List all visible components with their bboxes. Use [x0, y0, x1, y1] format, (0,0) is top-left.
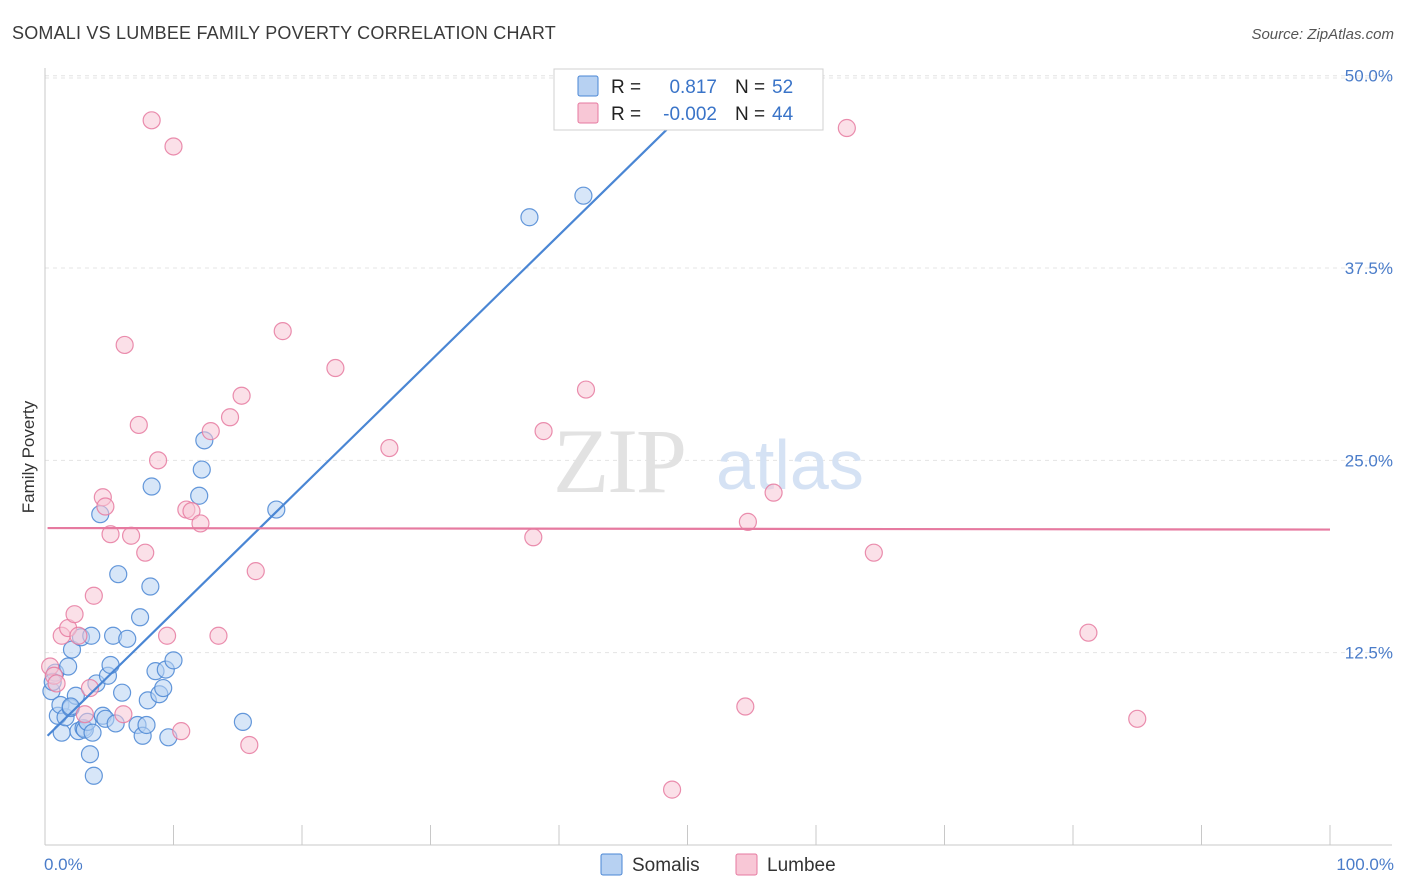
gridlines: [45, 75, 1392, 654]
point-somalis: [141, 577, 160, 596]
point-lumbee: [182, 502, 201, 521]
point-lumbee: [201, 422, 220, 441]
point-lumbee: [864, 543, 883, 562]
point-somalis: [520, 208, 539, 227]
point-somalis: [112, 683, 132, 702]
y-tick-label: 12.5%: [1345, 644, 1393, 663]
legend-r-value-lumbee: -0.002: [663, 104, 717, 125]
point-lumbee: [75, 705, 94, 724]
chart-source: Source: ZipAtlas.com: [1251, 26, 1394, 43]
point-somalis: [137, 715, 156, 735]
x-axis-ticks: [173, 825, 1331, 845]
point-somalis: [83, 723, 102, 742]
x-tick-label-min: 0.0%: [44, 855, 83, 874]
point-lumbee: [1128, 709, 1147, 728]
bottom-legend-label-lumbee: Lumbee: [767, 855, 836, 876]
point-lumbee: [115, 335, 134, 355]
point-somalis: [101, 655, 120, 675]
point-somalis: [130, 608, 150, 627]
legend-swatch-lumbee: [577, 102, 599, 124]
point-lumbee: [136, 543, 155, 562]
point-lumbee: [80, 678, 100, 698]
point-lumbee: [273, 322, 292, 341]
point-somalis: [61, 697, 80, 716]
watermark-zip: ZIP: [553, 410, 685, 512]
legend-r-label-lumbee: R =: [611, 104, 641, 125]
legend-n-label-somalis: N =: [735, 77, 765, 98]
point-somalis: [118, 629, 137, 648]
point-somalis: [84, 766, 103, 785]
point-somalis: [109, 565, 128, 584]
point-lumbee: [114, 705, 133, 724]
point-somalis: [142, 477, 161, 496]
point-lumbee: [764, 483, 783, 502]
point-somalis: [192, 460, 211, 479]
y-axis-tick-labels: 12.5% 25.0% 37.5% 50.0%: [1345, 67, 1393, 663]
point-somalis: [233, 712, 252, 732]
y-tick-label: 50.0%: [1345, 67, 1393, 86]
chart-title: SOMALI VS LUMBEE FAMILY POVERTY CORRELAT…: [12, 23, 556, 43]
watermark-atlas: atlas: [716, 426, 864, 504]
legend-box: [553, 68, 824, 131]
point-lumbee: [576, 380, 596, 399]
point-lumbee: [69, 626, 88, 645]
point-lumbee: [1079, 623, 1098, 642]
point-lumbee: [84, 586, 103, 605]
bottom-legend-label-somalis: Somalis: [632, 855, 700, 876]
legend-swatch-somalis: [577, 75, 599, 97]
y-tick-label: 25.0%: [1345, 451, 1393, 470]
point-lumbee: [736, 697, 755, 716]
point-lumbee: [380, 438, 399, 458]
point-lumbee: [142, 111, 161, 130]
point-somalis: [267, 500, 286, 519]
point-somalis: [190, 486, 209, 505]
point-lumbee: [47, 674, 66, 693]
bottom-legend-swatch-somalis: [600, 853, 623, 876]
legend-n-label-lumbee: N =: [735, 104, 765, 125]
point-lumbee: [209, 626, 228, 645]
point-lumbee: [129, 415, 148, 435]
data-points: [41, 111, 1147, 799]
legend-n-value-lumbee: 44: [772, 104, 794, 125]
x-tick-label-max: 100.0%: [1336, 855, 1394, 874]
point-lumbee: [101, 525, 120, 544]
point-lumbee: [157, 626, 177, 645]
point-lumbee: [172, 722, 191, 741]
point-lumbee: [96, 497, 115, 516]
point-lumbee: [65, 605, 84, 624]
bottom-legend-swatch-lumbee: [735, 853, 758, 876]
point-somalis: [164, 651, 183, 670]
y-axis-label: Family Poverty: [19, 400, 38, 513]
y-tick-label: 37.5%: [1345, 259, 1393, 278]
point-lumbee: [534, 422, 553, 441]
point-lumbee: [148, 451, 168, 470]
point-somalis: [59, 657, 78, 676]
point-lumbee: [240, 735, 259, 755]
trend-line-somalis: [46, 121, 676, 737]
point-lumbee: [232, 386, 251, 405]
legend-r-value-somalis: 0.817: [669, 77, 717, 98]
point-somalis: [574, 186, 593, 205]
point-lumbee: [738, 512, 757, 531]
point-lumbee: [121, 526, 141, 545]
point-lumbee: [524, 528, 543, 547]
series-legend: Somalis Lumbee: [600, 853, 836, 876]
trend-lines: [46, 121, 1331, 737]
point-lumbee: [662, 780, 682, 799]
trend-line-lumbee: [47, 526, 1331, 531]
point-lumbee: [837, 118, 856, 138]
correlation-legend: R = 0.817 N = 52 R = -0.002 N = 44: [553, 68, 824, 131]
legend-r-label-somalis: R =: [611, 77, 641, 98]
point-lumbee: [246, 562, 265, 581]
point-lumbee: [326, 358, 345, 378]
point-somalis: [80, 745, 100, 764]
point-somalis: [154, 678, 173, 698]
point-lumbee: [191, 514, 210, 533]
point-lumbee: [164, 137, 183, 156]
point-lumbee: [220, 408, 240, 427]
legend-n-value-somalis: 52: [772, 77, 793, 98]
